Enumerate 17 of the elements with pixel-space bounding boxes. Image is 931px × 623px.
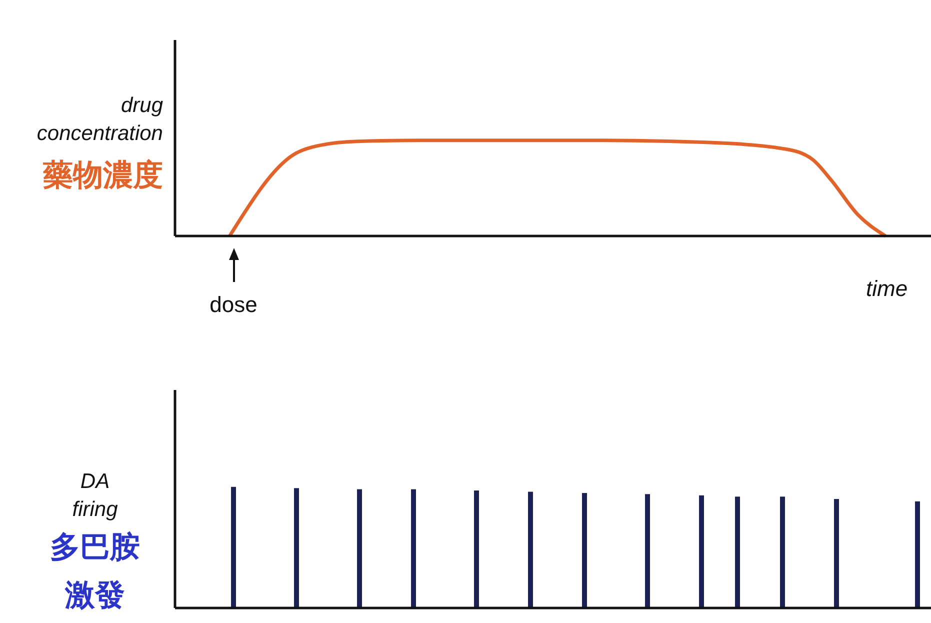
text: dose <box>208 292 258 318</box>
bar <box>699 495 704 608</box>
bar <box>735 496 740 608</box>
x-axis-title: time <box>866 276 908 302</box>
bar <box>915 501 920 608</box>
bar <box>357 489 362 608</box>
bar <box>582 492 587 608</box>
y-axis-title: DA firing 多巴胺激發 <box>49 469 141 614</box>
bar <box>834 499 839 608</box>
bar <box>294 488 299 608</box>
bar <box>780 496 785 608</box>
bar <box>231 486 236 608</box>
bar <box>411 489 416 608</box>
bar <box>528 492 533 608</box>
bar <box>474 490 479 608</box>
y-axis-title: drug concentration 藥物濃度 <box>36 93 163 194</box>
bar <box>645 494 650 608</box>
